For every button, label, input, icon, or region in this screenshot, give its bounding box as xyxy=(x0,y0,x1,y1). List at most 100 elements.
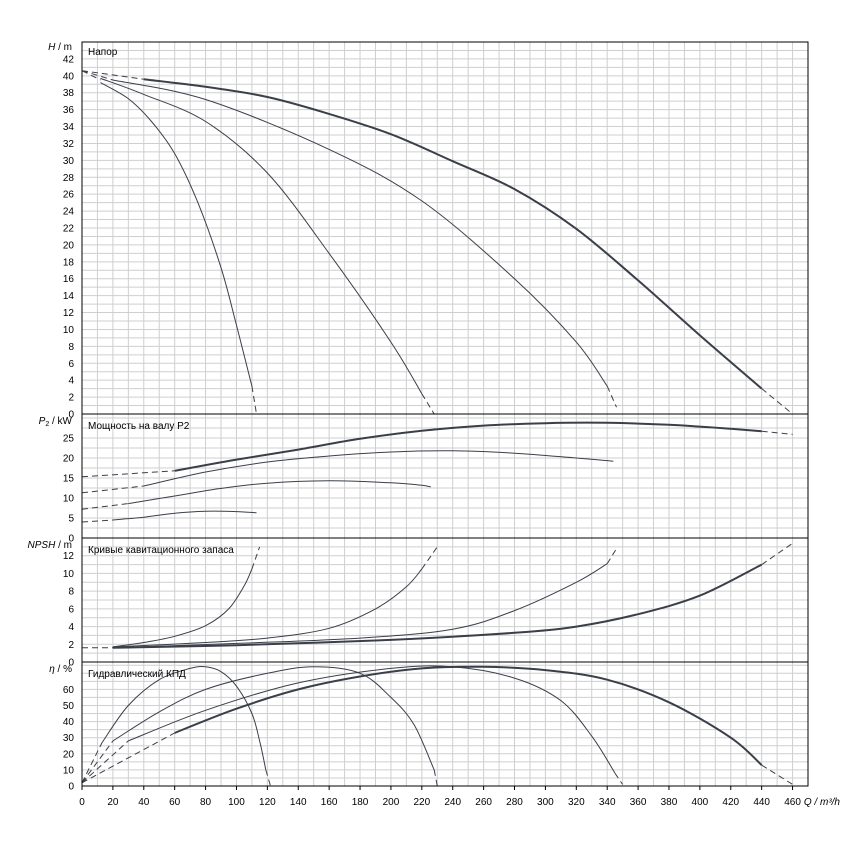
y-tick-label: 2 xyxy=(68,393,74,404)
efficiency-curve-1-extension xyxy=(265,769,271,787)
x-tick-label: 440 xyxy=(753,797,770,808)
head-curve-2 xyxy=(100,77,423,394)
efficiency-curve-4-extension xyxy=(81,732,175,784)
panel-frame-power xyxy=(81,413,809,539)
y-tick-label: 50 xyxy=(63,701,75,712)
efficiency-curve-4-extension xyxy=(761,764,793,785)
y-tick-label: 30 xyxy=(63,733,75,744)
x-tick-label: 220 xyxy=(413,797,430,808)
y-tick-label: 38 xyxy=(63,88,75,99)
x-tick-label: 200 xyxy=(383,797,400,808)
x-tick-label: 420 xyxy=(722,797,739,808)
x-tick-label: 300 xyxy=(537,797,554,808)
y-tick-label: 4 xyxy=(68,376,74,387)
y-tick-label: 34 xyxy=(63,122,75,133)
y-tick-label: 10 xyxy=(63,325,75,336)
x-tick-label: 0 xyxy=(79,797,85,808)
x-tick-label: 120 xyxy=(259,797,276,808)
head-curve-extension xyxy=(81,70,114,81)
panel-title-efficiency: Гидравлический КПД xyxy=(88,669,186,680)
head-curve-4 xyxy=(143,78,763,390)
y-tick-label: 12 xyxy=(63,551,75,562)
panel-title-head: Напор xyxy=(88,47,118,58)
y-tick-label: 26 xyxy=(63,190,75,201)
npsh-curve-2-extension xyxy=(421,546,438,570)
x-tick-label: 140 xyxy=(290,797,307,808)
y-tick-label: 15 xyxy=(63,474,75,485)
efficiency-curve-3 xyxy=(128,665,616,774)
x-tick-label: 260 xyxy=(475,797,492,808)
head-curve-1 xyxy=(100,82,253,387)
y-tick-label: 10 xyxy=(63,765,75,776)
y-tick-label: 60 xyxy=(63,685,75,696)
power-curve-4-extension xyxy=(81,470,175,478)
x-tick-label: 100 xyxy=(228,797,245,808)
x-tick-label: 160 xyxy=(321,797,338,808)
y-tick-label: 22 xyxy=(63,224,75,235)
panel-title-power: Мощность на валу P2 xyxy=(88,421,190,432)
head-curve-extension xyxy=(81,70,144,80)
head-curve-4-extension xyxy=(761,388,793,415)
power-curve-1-extension xyxy=(81,519,113,523)
y-tick-label: 8 xyxy=(68,587,74,598)
efficiency-curve-3-extension xyxy=(614,772,624,785)
x-tick-label: 80 xyxy=(200,797,212,808)
head-curve-2-extension xyxy=(421,393,435,415)
x-tick-label: 400 xyxy=(692,797,709,808)
y-tick-label: 42 xyxy=(63,54,75,65)
panel-title-npsh: Кривые кавитационного запаса xyxy=(88,545,234,556)
y-tick-label: 2 xyxy=(68,640,74,651)
npsh-curve-4-extension xyxy=(761,542,793,566)
npsh-curve-4 xyxy=(112,563,763,649)
x-tick-label: 40 xyxy=(138,797,150,808)
y-tick-label: 16 xyxy=(63,274,75,285)
power-curve-3 xyxy=(143,450,614,487)
y-tick-label: 25 xyxy=(63,434,75,445)
efficiency-curve-2-extension xyxy=(433,769,438,787)
head-curve-3 xyxy=(112,79,608,387)
head-curve-extension xyxy=(81,70,101,81)
npsh-curve-1 xyxy=(112,568,253,648)
x-tick-label: 320 xyxy=(568,797,585,808)
x-tick-label: 240 xyxy=(444,797,461,808)
efficiency-curve-1 xyxy=(101,666,267,771)
y-tick-label: 10 xyxy=(63,569,75,580)
y-tick-label: 0 xyxy=(68,534,74,545)
x-tick-label: 280 xyxy=(506,797,523,808)
head-curve-1-extension xyxy=(251,386,257,415)
x-tick-label: 20 xyxy=(107,797,119,808)
efficiency-curve-2 xyxy=(112,666,435,771)
y-tick-label: 0 xyxy=(68,782,74,793)
npsh-curve-2 xyxy=(112,568,423,648)
power-curve-2-extension xyxy=(81,503,129,510)
y-tick-label: 8 xyxy=(68,342,74,353)
x-axis-label: Q / m³/h xyxy=(804,797,841,808)
efficiency-curve-3-extension xyxy=(81,740,129,784)
y-axis-label-head: H / m xyxy=(48,42,72,53)
power-curve-2 xyxy=(128,480,425,505)
npsh-curve-3 xyxy=(112,563,608,649)
y-tick-label: 28 xyxy=(63,173,75,184)
y-axis-label-npsh: NPSH / m xyxy=(28,540,72,551)
efficiency-curve-1-extension xyxy=(81,742,103,784)
power-curve-3-extension xyxy=(81,485,144,494)
y-tick-label: 4 xyxy=(68,622,74,633)
x-tick-label: 180 xyxy=(352,797,369,808)
y-axis-label-power: P2 / kW xyxy=(39,416,73,428)
power-curve-4-extension xyxy=(761,430,793,435)
y-tick-label: 12 xyxy=(63,308,75,319)
head-curve-3-extension xyxy=(606,385,617,408)
tick-labels: 0246810121416182022242628303234363840420… xyxy=(63,54,801,808)
x-tick-label: 340 xyxy=(599,797,616,808)
y-tick-label: 20 xyxy=(63,240,75,251)
x-tick-label: 60 xyxy=(169,797,181,808)
labels: Напор Мощность на валу P2 Кривые кавитац… xyxy=(28,42,841,808)
grid-lines xyxy=(82,42,808,786)
npsh-curve-1-extension xyxy=(251,546,261,570)
y-tick-label: 5 xyxy=(68,514,74,525)
y-tick-label: 30 xyxy=(63,156,75,167)
y-tick-label: 10 xyxy=(63,494,75,505)
efficiency-curve-4 xyxy=(174,665,763,766)
y-tick-label: 20 xyxy=(63,454,75,465)
